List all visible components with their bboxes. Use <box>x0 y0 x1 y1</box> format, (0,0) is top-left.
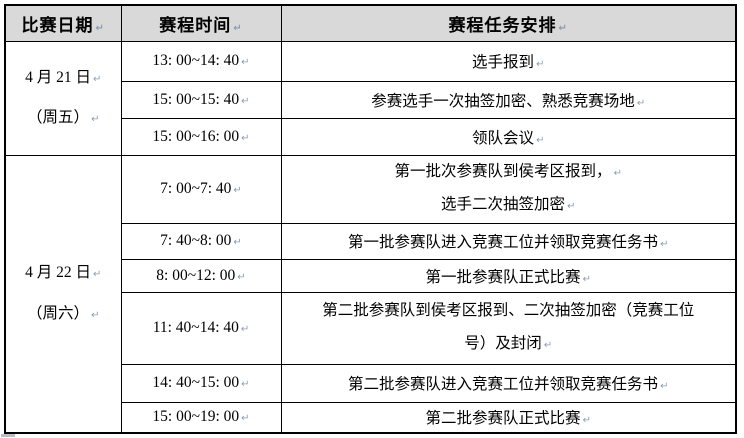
date-line: （周五） ↵ <box>12 98 115 138</box>
header-cell-date: 比赛日期 ↵ <box>4 4 122 42</box>
paragraph-mark-icon: ↵ <box>91 309 100 321</box>
time-text: 14: 40~15: 00 <box>152 374 240 391</box>
task-cell: 第二批参赛队正式比赛 ↵ <box>280 401 737 434</box>
time-cell: 8: 00~12: 00 ↵ <box>120 258 282 293</box>
date-text: 4 月 21 日 <box>25 68 91 86</box>
task-text: 领队会议 <box>472 129 535 147</box>
paragraph-mark-icon: ↵ <box>636 97 646 109</box>
date-text: （周六） <box>27 304 90 322</box>
paragraph-mark-icon: ↵ <box>241 413 250 425</box>
time-text: 15: 00~19: 00 <box>152 408 240 426</box>
task-cell: 第一批次参赛队到侯考区报到， ↵ 选手二次抽签加密 ↵ <box>280 154 737 224</box>
task-cell: 第一批参赛队正式比赛 ↵ <box>280 258 737 293</box>
paragraph-mark-icon: ↵ <box>241 57 250 68</box>
task-text: 号）及封闭 <box>464 335 542 352</box>
paragraph-mark-icon: ↵ <box>233 22 243 34</box>
time-cell: 14: 40~15: 00 ↵ <box>120 363 282 403</box>
schedule-table: 比赛日期 ↵ 赛程时间 ↵ 赛程任务安排 ↵ 4 月 21 日 ↵ （周五） ↵ 13: … <box>4 4 737 434</box>
paragraph-mark-icon: ↵ <box>233 185 242 196</box>
time-text: 15: 00~16: 00 <box>152 127 240 145</box>
task-text: 参赛选手一次抽签加密、熟悉竞赛场地 <box>371 92 635 110</box>
paragraph-mark-icon: ↵ <box>660 381 669 392</box>
paragraph-mark-icon: ↵ <box>241 132 250 144</box>
time-cell: 15: 00~15: 40 ↵ <box>120 80 282 119</box>
table-row: 4 月 21 日 ↵ （周五） ↵ 13: 00~14: 40 ↵ 选手报到 ↵ <box>4 40 737 156</box>
task-line: 第一批次参赛队到侯考区报到， ↵ <box>288 156 730 189</box>
paragraph-mark-icon: ↵ <box>233 237 242 248</box>
paragraph-mark-icon: ↵ <box>558 22 568 34</box>
task-line: 号）及封闭 ↵ <box>288 328 730 361</box>
table-row: 15: 00~15: 40 ↵ 参赛选手一次抽签加密、熟悉竞赛场地 ↵ <box>5 80 737 119</box>
time-cell: 11: 40~14: 40 ↵ <box>120 291 282 365</box>
header-row: 比赛日期 ↵ 赛程时间 ↵ 赛程任务安排 ↵ <box>4 4 737 42</box>
time-text: 13: 00~14: 40 <box>152 52 240 69</box>
task-text: 选手报到 <box>472 54 535 71</box>
task-line: 选手二次抽签加密 ↵ <box>288 189 730 222</box>
task-text: 第一批参赛队进入竞赛工位并领取竞赛任务书 <box>348 234 659 251</box>
date-text: （周五） <box>27 109 90 126</box>
task-text: 第一批参赛队正式比赛 <box>425 268 581 286</box>
task-cell: 第一批参赛队进入竞赛工位并领取竞赛任务书 ↵ <box>280 222 737 260</box>
date-line: 4 月 21 日 ↵ <box>12 58 115 98</box>
page-edge-artifact <box>1 434 15 437</box>
paragraph-mark-icon: ↵ <box>660 239 669 250</box>
paragraph-mark-icon: ↵ <box>567 201 576 212</box>
task-cell: 参赛选手一次抽签加密、熟悉竞赛场地 ↵ <box>280 80 737 119</box>
time-cell: 15: 00~19: 00 ↵ <box>120 401 282 434</box>
time-cell: 13: 00~14: 40 ↵ <box>120 40 282 82</box>
paragraph-mark-icon: ↵ <box>93 269 102 281</box>
table-row: 14: 40~15: 00 ↵ 第二批参赛队进入竞赛工位并领取竞赛任务书 ↵ <box>5 363 737 403</box>
paragraph-mark-icon: ↵ <box>241 379 250 390</box>
time-cell: 7: 00~7: 40 ↵ <box>120 154 282 224</box>
paragraph-mark-icon: ↵ <box>582 415 591 427</box>
time-text: 8: 00~12: 00 <box>156 266 236 284</box>
header-cell-time: 赛程时间 ↵ <box>120 4 282 42</box>
header-time-label: 赛程时间 <box>159 15 232 35</box>
table-row: 4 月 22 日 ↵ （周六） ↵ 7: 00~7: 40 ↵ 第一批次参赛队到侯考区… <box>4 154 737 434</box>
task-cell: 选手报到 ↵ <box>280 40 737 82</box>
task-text: 第二批参赛队到侯考区报到、二次抽签加密（竞赛工位 <box>322 302 695 320</box>
header-task-label: 赛程任务安排 <box>448 15 557 35</box>
time-text: 7: 40~8: 00 <box>160 232 232 249</box>
time-text: 7: 00~7: 40 <box>160 180 232 197</box>
paragraph-mark-icon: ↵ <box>582 273 591 285</box>
task-cell: 第二批参赛队到侯考区报到、二次抽签加密（竞赛工位 号）及封闭 ↵ <box>280 291 737 365</box>
paragraph-mark-icon: ↵ <box>536 59 545 70</box>
time-text: 11: 40~14: 40 <box>152 319 239 336</box>
paragraph-mark-icon: ↵ <box>613 168 622 180</box>
paragraph-mark-icon: ↵ <box>241 95 250 107</box>
table-row: 11: 40~14: 40 ↵ 第二批参赛队到侯考区报到、二次抽签加密（竞赛工位 … <box>5 291 737 365</box>
paragraph-mark-icon: ↵ <box>237 271 246 283</box>
date-cell-apr22: 4 月 22 日 ↵ （周六） ↵ <box>4 154 122 434</box>
task-text: 选手二次抽签加密 <box>441 196 566 213</box>
time-cell: 15: 00~16: 00 ↵ <box>120 117 282 156</box>
time-text: 15: 00~15: 40 <box>152 90 240 108</box>
task-text: 第二批参赛队进入竞赛工位并领取竞赛任务书 <box>348 376 659 393</box>
date-line: （周六） ↵ <box>12 294 115 334</box>
task-cell: 第二批参赛队进入竞赛工位并领取竞赛任务书 ↵ <box>280 363 737 403</box>
table-row: 7: 40~8: 00 ↵ 第一批参赛队进入竞赛工位并领取竞赛任务书 ↵ <box>5 222 737 260</box>
paragraph-mark-icon: ↵ <box>240 324 250 335</box>
date-cell-apr21: 4 月 21 日 ↵ （周五） ↵ <box>4 40 122 156</box>
task-text: 第一批次参赛队到侯考区报到， <box>394 163 612 181</box>
paragraph-mark-icon: ↵ <box>93 73 102 85</box>
date-text: 4 月 22 日 <box>25 264 91 282</box>
paragraph-mark-icon: ↵ <box>91 114 100 125</box>
paragraph-mark-icon: ↵ <box>543 340 553 351</box>
task-line: 第二批参赛队到侯考区报到、二次抽签加密（竞赛工位 <box>288 295 730 328</box>
task-text: 第二批参赛队正式比赛 <box>425 410 581 428</box>
paragraph-mark-icon: ↵ <box>95 22 105 34</box>
time-cell: 7: 40~8: 00 ↵ <box>120 222 282 260</box>
table-row: 15: 00~19: 00 ↵ 第二批参赛队正式比赛 ↵ <box>5 401 737 434</box>
header-cell-task: 赛程任务安排 ↵ <box>280 4 737 42</box>
date-line: 4 月 22 日 ↵ <box>12 253 115 293</box>
paragraph-mark-icon: ↵ <box>536 134 545 146</box>
task-cell: 领队会议 ↵ <box>280 117 737 156</box>
header-date-label: 比赛日期 <box>21 15 94 35</box>
